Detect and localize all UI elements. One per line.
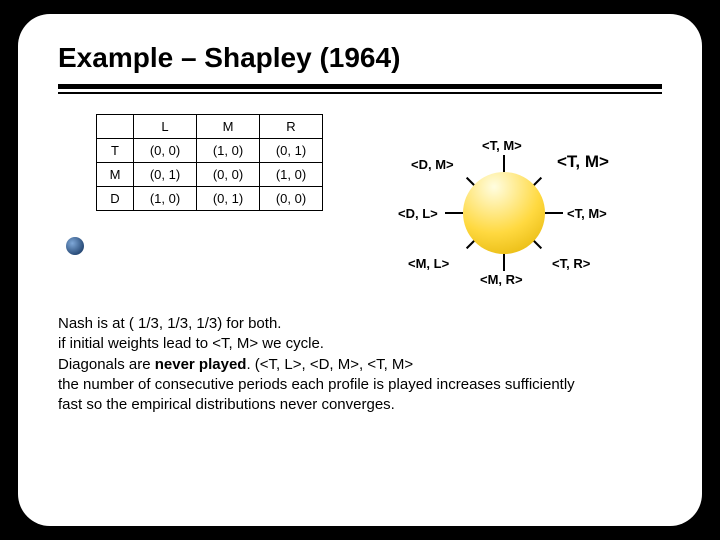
table-cell: (0, 0) [134, 139, 197, 163]
ring-label-ne: <T, M> [557, 152, 609, 172]
row-header: T [97, 139, 134, 163]
ring-spoke [503, 155, 505, 173]
note-line: fast so the empirical distributions neve… [58, 396, 395, 413]
note-line: the number of consecutive periods each p… [58, 376, 575, 393]
title-rule-thick [58, 84, 662, 89]
ring-label-n: <T, M> [482, 138, 522, 153]
ring-label-w: <D, L> [398, 206, 438, 221]
cycle-ring-icon [463, 172, 545, 254]
table-cell: (1, 0) [134, 187, 197, 211]
note-line: Nash is at ( 1/3, 1/3, 1/3) for both. [58, 315, 281, 332]
table-row: T (0, 0) (1, 0) (0, 1) [97, 139, 323, 163]
bullet-icon [66, 237, 84, 255]
table-cell: (0, 0) [260, 187, 323, 211]
table-row: M (0, 1) (0, 0) (1, 0) [97, 163, 323, 187]
ring-label-s: <M, R> [480, 272, 523, 287]
table-cell: (1, 0) [197, 139, 260, 163]
ring-label-nw: <D, M> [411, 157, 454, 172]
table-cell: (0, 1) [134, 163, 197, 187]
ring-spoke [545, 212, 563, 214]
table-header-row: L M R [97, 115, 323, 139]
payoff-table: L M R T (0, 0) (1, 0) (0, 1) M (0, 1) (0… [96, 114, 323, 211]
row-header: D [97, 187, 134, 211]
col-header: M [197, 115, 260, 139]
table-cell: (0, 1) [260, 139, 323, 163]
note-bold: never played [155, 356, 247, 373]
notes-block: Nash is at ( 1/3, 1/3, 1/3) for both. if… [58, 314, 678, 415]
col-header: R [260, 115, 323, 139]
note-line: if initial weights lead to <T, M> we cyc… [58, 335, 324, 352]
ring-label-se: <T, R> [552, 256, 590, 271]
ring-spoke [445, 212, 463, 214]
note-line: Diagonals are [58, 356, 155, 373]
note-line: . (<T, L>, <D, M>, <T, M> [246, 356, 413, 373]
row-header: M [97, 163, 134, 187]
table-cell: (0, 1) [197, 187, 260, 211]
ring-label-sw: <M, L> [408, 256, 449, 271]
ring-label-e: <T, M> [567, 206, 607, 221]
slide-title: Example – Shapley (1964) [58, 42, 400, 74]
col-header: L [134, 115, 197, 139]
title-rule-thin [58, 92, 662, 94]
table-cell: (1, 0) [260, 163, 323, 187]
slide-frame: Example – Shapley (1964) L M R T (0, 0) … [18, 14, 702, 526]
table-cell: (0, 0) [197, 163, 260, 187]
ring-spoke [503, 253, 505, 271]
table-corner [97, 115, 134, 139]
table-row: D (1, 0) (0, 1) (0, 0) [97, 187, 323, 211]
